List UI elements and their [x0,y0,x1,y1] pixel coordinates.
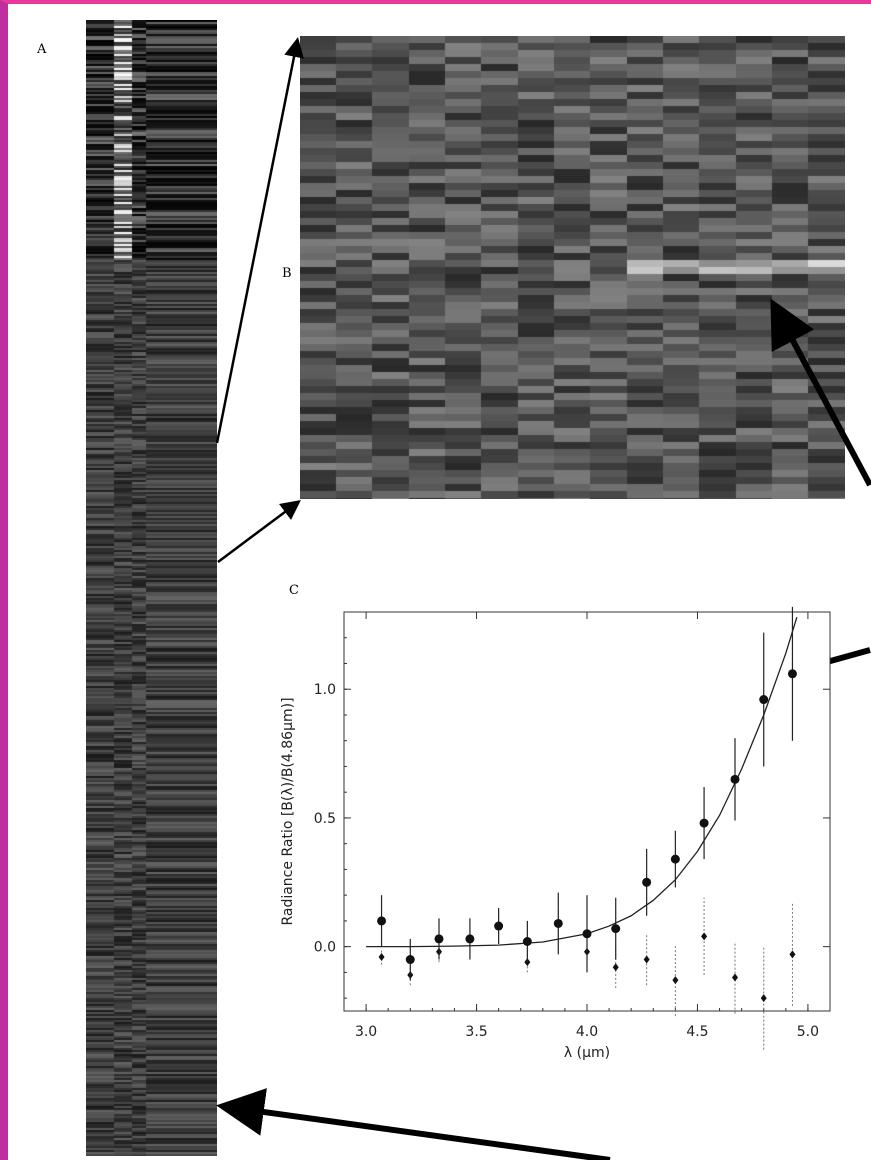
x-tick-label: 4.0 [576,1024,598,1040]
x-tick-label: 5.0 [797,1024,819,1040]
plot-area: 3.0 3.5 4.0 4.5 5.0 0.0 0.5 1.0 λ (μm) Radiance R… [280,606,831,1061]
zoomed-spectral-image [300,36,845,499]
x-tick-label: 4.5 [686,1024,708,1040]
circle-point [405,955,415,965]
circle-point [642,877,652,887]
x-axis-label: λ (μm) [564,1045,610,1061]
diamond-point [672,976,679,985]
diamond-point [612,963,619,972]
y-tick-label: 0.0 [314,940,336,956]
y-tick-label: 0.5 [314,811,336,827]
panel-label-c: C [289,583,299,598]
y-axis-label: Radiance Ratio [B(λ)/B(4.86μm)] [280,697,296,925]
zoom-top-connector-arrow [215,37,304,444]
circle-point [465,934,475,944]
diamond-point [643,955,650,964]
circle-point [699,818,709,828]
panel-label-b: B [282,266,292,281]
diamond-point [760,994,767,1003]
circle-point [670,854,680,864]
circle-point [730,774,740,784]
diamond-point [789,950,796,959]
y-tick-label: 1.0 [314,682,336,698]
circle-point [611,924,621,934]
circle-point [434,934,444,944]
fit-curve [366,616,798,948]
feature-arrow-b [770,298,871,487]
circle-point [582,929,592,939]
circle-point [553,918,563,928]
circle-point [759,695,769,705]
diamond-point [732,973,739,982]
circle-point [494,921,504,931]
x-tick-label: 3.5 [465,1024,487,1040]
diamond-point [378,952,385,961]
circle-point [787,669,797,679]
circle-point [522,936,532,946]
diamond-point [701,932,708,941]
feature-arrow-a [216,1088,611,1160]
spectral-strip-image [86,20,217,1156]
zoom-bottom-connector-arrow [217,500,302,564]
x-tick-label: 3.0 [355,1024,377,1040]
panel-label-a: A [37,42,47,57]
circle-point [377,916,387,926]
